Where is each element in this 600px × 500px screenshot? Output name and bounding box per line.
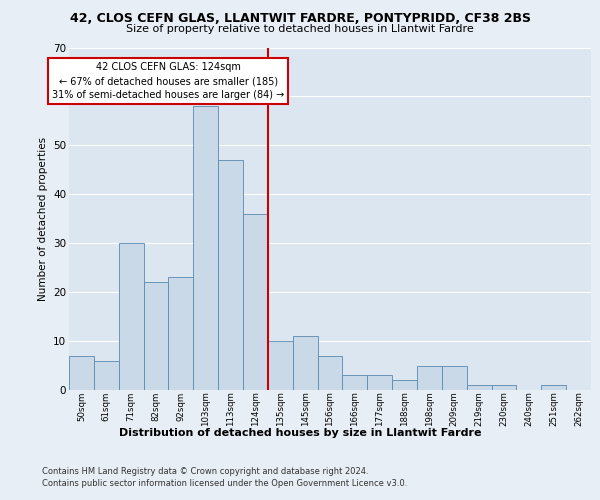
Bar [218,160,243,390]
Bar [442,366,467,390]
Bar [143,282,169,390]
Bar [268,341,293,390]
Bar [69,356,94,390]
Bar [392,380,417,390]
Bar [417,366,442,390]
Text: 42 CLOS CEFN GLAS: 124sqm
← 67% of detached houses are smaller (185)
31% of semi: 42 CLOS CEFN GLAS: 124sqm ← 67% of detac… [52,62,284,100]
Text: 42, CLOS CEFN GLAS, LLANTWIT FARDRE, PONTYPRIDD, CF38 2BS: 42, CLOS CEFN GLAS, LLANTWIT FARDRE, PON… [70,12,530,26]
Text: Contains public sector information licensed under the Open Government Licence v3: Contains public sector information licen… [42,479,407,488]
Bar [491,385,517,390]
Bar [343,376,367,390]
Text: Size of property relative to detached houses in Llantwit Fardre: Size of property relative to detached ho… [126,24,474,34]
Bar [317,356,343,390]
Bar [467,385,491,390]
Bar [94,360,119,390]
Bar [293,336,317,390]
Bar [243,214,268,390]
Bar [193,106,218,390]
Bar [169,278,193,390]
Bar [119,243,143,390]
Bar [367,376,392,390]
Text: Contains HM Land Registry data © Crown copyright and database right 2024.: Contains HM Land Registry data © Crown c… [42,468,368,476]
Y-axis label: Number of detached properties: Number of detached properties [38,136,47,301]
Text: Distribution of detached houses by size in Llantwit Fardre: Distribution of detached houses by size … [119,428,481,438]
Bar [541,385,566,390]
